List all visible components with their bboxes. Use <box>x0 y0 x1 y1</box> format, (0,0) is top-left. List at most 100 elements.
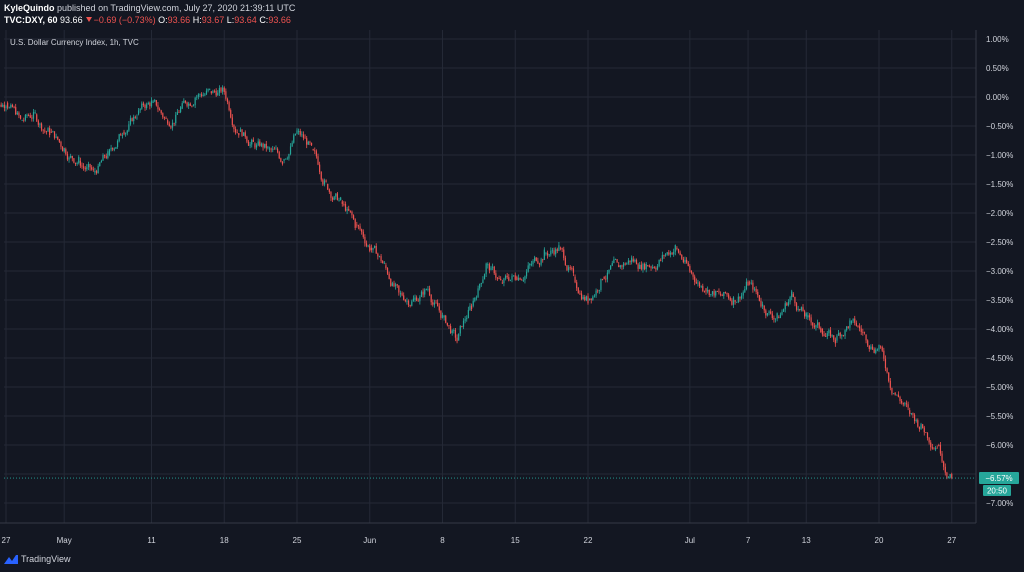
candle-body <box>390 278 392 286</box>
candle-body <box>870 346 872 349</box>
candle-body <box>217 92 219 96</box>
candle-body <box>361 229 363 232</box>
candle-body <box>883 350 885 359</box>
candle-body <box>535 257 537 261</box>
x-tick-label: 20 <box>875 536 884 545</box>
candle-body <box>878 344 880 350</box>
candle-body <box>915 420 917 422</box>
x-tick-label: 11 <box>147 536 156 545</box>
candle-body <box>386 268 389 274</box>
candle-body <box>508 277 510 281</box>
candle-body <box>716 291 718 292</box>
candle-body <box>742 292 744 296</box>
candle-body <box>483 274 486 280</box>
candle-body <box>126 130 128 134</box>
candle-body <box>372 247 374 251</box>
candle-body <box>713 291 715 296</box>
symbol-name[interactable]: TVC:DXY, 60 <box>4 15 58 25</box>
candle-body <box>445 315 447 323</box>
candle-body <box>112 147 114 150</box>
candle-body <box>498 278 500 279</box>
candle-body <box>551 250 554 252</box>
candle-body <box>340 197 342 201</box>
candle-body <box>231 117 233 125</box>
candle-body <box>194 97 196 106</box>
candle-body <box>545 253 547 254</box>
candle-body <box>469 305 471 311</box>
candle-body <box>643 263 646 270</box>
candle-body <box>894 392 896 395</box>
candle-body <box>789 297 791 302</box>
candle-body <box>488 264 490 271</box>
candle-body <box>277 148 279 153</box>
candle-body <box>168 123 170 127</box>
candle-body <box>904 403 906 405</box>
candle-body <box>173 122 175 124</box>
candle-body <box>787 301 790 306</box>
x-tick-label: 7 <box>746 536 751 545</box>
y-tick-label: −1.50% <box>986 180 1013 189</box>
candle-body <box>816 322 819 326</box>
candle-body <box>841 335 843 337</box>
y-tick-label: −7.00% <box>986 499 1013 508</box>
candle-body <box>192 105 195 107</box>
candle-body <box>694 276 696 282</box>
price-chart[interactable]: 1.00% 0.50% 0.00% −0.50% −1.00% −1.50% −2.00% −… <box>0 30 1024 550</box>
candle-body <box>0 104 2 107</box>
candle-body <box>941 453 943 462</box>
candle-body <box>134 116 136 118</box>
candle-body <box>57 136 59 140</box>
high-value: 93.67 <box>201 15 225 25</box>
candle-body <box>689 265 691 272</box>
candle-body <box>336 193 339 201</box>
candle-body <box>320 171 322 180</box>
candle-body <box>454 330 457 338</box>
candle-body <box>137 110 140 115</box>
close-label: C: <box>259 15 269 25</box>
candle-body <box>83 166 85 168</box>
candle-body <box>267 146 269 149</box>
candle-body <box>76 162 78 164</box>
candle-body <box>639 264 641 269</box>
candle-body <box>233 124 235 130</box>
candle-body <box>681 254 683 259</box>
candle-body <box>555 249 557 255</box>
candle-body <box>257 141 259 146</box>
candle-body <box>330 191 332 198</box>
candle-body <box>880 346 882 348</box>
candle-body <box>319 164 321 172</box>
author-name[interactable]: KyleQuindo <box>4 3 55 13</box>
candle-body <box>808 315 811 318</box>
candle-body <box>710 294 712 295</box>
candle-body <box>139 108 141 111</box>
candle-body <box>424 289 426 295</box>
y-tick-label: −4.00% <box>986 325 1013 334</box>
candle-body <box>128 124 130 131</box>
candle-body <box>692 272 694 277</box>
candle-body <box>459 325 461 334</box>
brand-name: TradingView <box>21 554 71 564</box>
candle-body <box>873 349 875 353</box>
y-tick-label: −0.50% <box>986 122 1013 131</box>
published-text: published on TradingView.com, July 27, 2… <box>57 3 296 13</box>
candle-body <box>162 113 164 118</box>
candle-body <box>13 107 15 108</box>
candle-body <box>496 277 499 279</box>
x-tick-label: 8 <box>440 536 445 545</box>
candle-body <box>375 245 377 254</box>
candle-body <box>661 255 663 260</box>
candle-body <box>437 302 439 307</box>
candle-body <box>836 335 838 341</box>
candle-body <box>762 304 764 307</box>
footer <box>0 550 1024 572</box>
candle-body <box>230 110 232 118</box>
chart-area[interactable]: 1.00% 0.50% 0.00% −0.50% −1.00% −1.50% −2.00% −… <box>0 30 1024 550</box>
tradingview-logo[interactable]: TradingView <box>4 554 71 564</box>
candle-body <box>682 258 684 263</box>
x-tick-label: Jun <box>363 536 376 545</box>
candle-body <box>753 288 756 290</box>
candle-body <box>881 347 883 351</box>
candle-body <box>723 292 725 297</box>
candle-body <box>679 252 681 255</box>
candle-body <box>412 298 414 302</box>
